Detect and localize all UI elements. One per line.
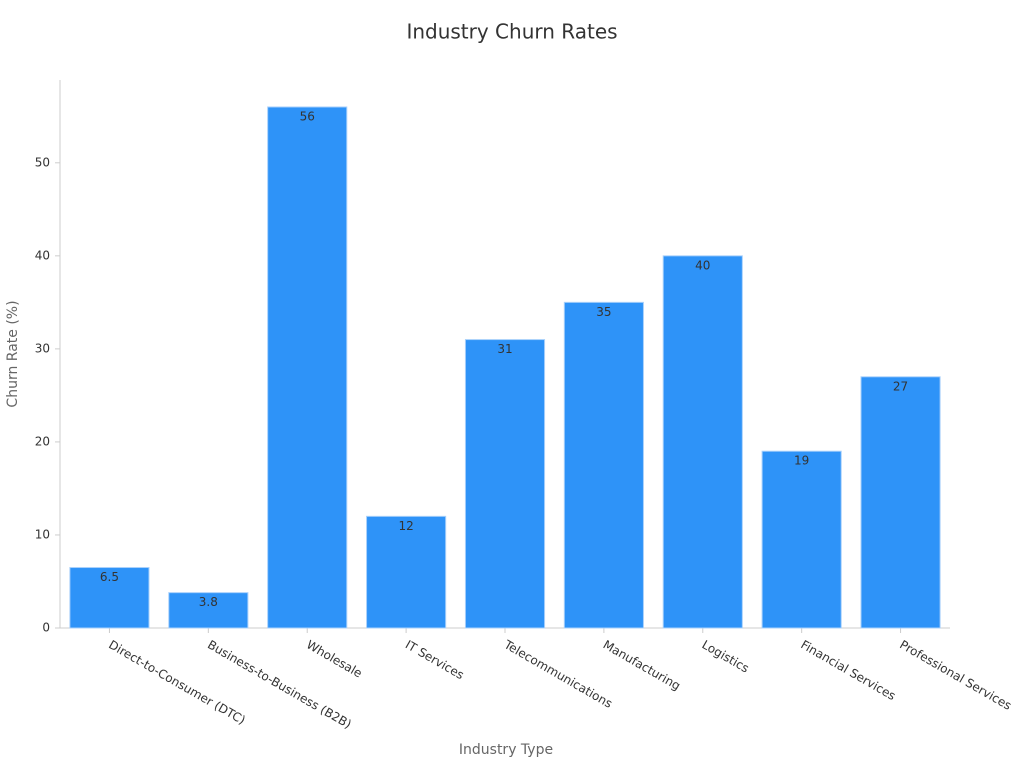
x-tick-label: Professional Services	[897, 638, 1014, 713]
bar	[168, 592, 249, 629]
bar	[267, 106, 348, 629]
bar	[761, 450, 842, 629]
data-label: 19	[794, 454, 809, 468]
x-axis-label: Industry Type	[459, 742, 553, 758]
x-tick-label: Telecommunications	[501, 637, 615, 711]
bar	[366, 515, 447, 629]
y-tick-label: 30	[35, 341, 50, 355]
data-label: 56	[300, 109, 315, 123]
bar	[69, 567, 150, 629]
data-label: 40	[695, 258, 710, 272]
y-tick-label: 0	[42, 621, 50, 635]
x-tick-label: Logistics	[700, 638, 752, 676]
x-tick-label: IT Services	[403, 638, 467, 683]
data-label: 27	[893, 379, 908, 393]
y-axis-label: Churn Rate (%)	[5, 300, 21, 407]
bar	[563, 301, 644, 629]
data-label: 6.5	[100, 570, 119, 584]
y-tick-label: 40	[35, 248, 50, 262]
data-label: 12	[398, 519, 413, 533]
y-tick-label: 20	[35, 434, 50, 448]
chart-title: Industry Churn Rates	[406, 20, 617, 44]
data-label: 3.8	[199, 595, 218, 609]
bar	[860, 376, 941, 629]
y-tick-label: 10	[35, 527, 50, 541]
bar	[464, 339, 546, 629]
x-tick-label: Financial Services	[798, 638, 898, 704]
x-tick-label: Wholesale	[304, 638, 365, 681]
data-label: 31	[497, 342, 512, 356]
data-label: 35	[596, 305, 611, 319]
y-tick-label: 50	[35, 155, 50, 169]
x-tick-label: Manufacturing	[601, 638, 683, 694]
bar	[662, 255, 743, 629]
